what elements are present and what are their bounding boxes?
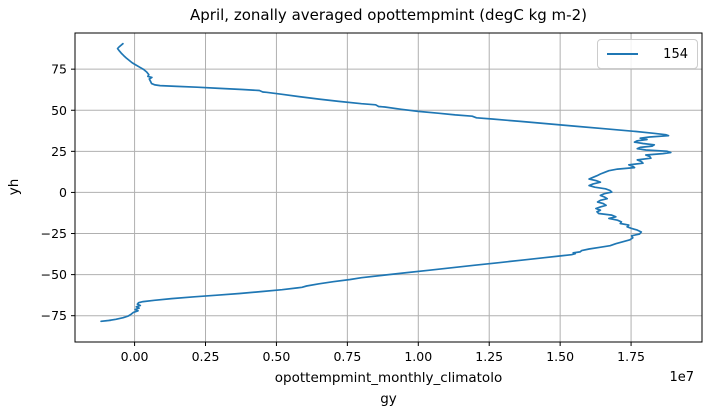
data-series-line (100, 42, 672, 323)
y-axis-label: yh (6, 178, 22, 196)
axes-spines (74, 32, 703, 343)
x-tick-label: 1.75 (617, 349, 645, 364)
x-tick-label: 0.75 (333, 349, 361, 364)
y-tick-label: −75 (41, 308, 67, 323)
legend: 154 (597, 39, 698, 69)
x-axis-label: opottempmint_monthly_climatolo gy (75, 368, 702, 410)
y-tick-label: 25 (51, 144, 67, 159)
x-tick-label: 1.25 (475, 349, 503, 364)
x-axis-label-line1: opottempmint_monthly_climatolo (274, 370, 503, 386)
x-axis-offset-text: 1e7 (669, 370, 694, 385)
chart-title: April, zonally averaged opottempmint (de… (190, 6, 587, 24)
y-tick-label: −50 (41, 267, 67, 282)
x-tick-label: 0.00 (121, 349, 149, 364)
x-tick-label: 1.00 (404, 349, 432, 364)
x-tick-label: 0.50 (263, 349, 291, 364)
x-tick-label: 0.25 (192, 349, 220, 364)
x-axis-label-line2: gy (380, 391, 397, 407)
legend-entry-label: 154 (663, 46, 688, 62)
y-tick-label: 75 (51, 62, 67, 77)
legend-line-sample (607, 53, 638, 55)
x-tick-label: 1.50 (546, 349, 574, 364)
y-tick-label: −25 (41, 226, 67, 241)
y-tick-label: 0 (59, 185, 67, 200)
y-tick-label: 50 (51, 103, 67, 118)
